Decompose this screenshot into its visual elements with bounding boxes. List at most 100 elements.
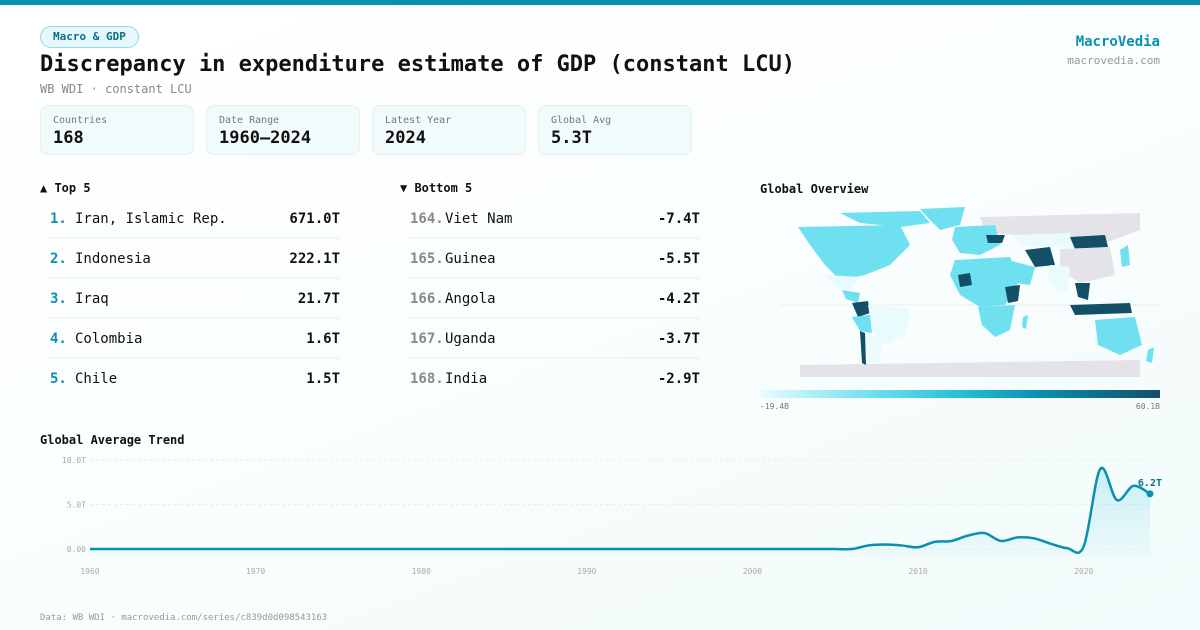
stat-label: Countries (53, 115, 108, 126)
region-ethiopia[interactable] (1005, 285, 1020, 303)
stat-label: Date Range (219, 115, 280, 126)
country-value: 222.1T (289, 251, 340, 267)
country-name: Indonesia (75, 251, 151, 267)
region-japan[interactable] (1120, 245, 1130, 267)
country-name: Viet Nam (445, 211, 513, 227)
bottom5-list: ▼ Bottom 5 164. Viet Nam -7.4T 165. Guin… (400, 181, 700, 399)
stat-value: 1960–2024 (219, 128, 312, 148)
region-madagascar[interactable] (1022, 315, 1028, 329)
region-central-asia[interactable] (1012, 233, 1075, 247)
brand: MacroVedia macrovedia.com (1067, 34, 1160, 67)
brand-name[interactable]: MacroVedia (1075, 34, 1160, 50)
world-map[interactable] (780, 205, 1160, 380)
trend-title: Global Average Trend (40, 433, 185, 447)
list-item[interactable]: 167. Uganda -3.7T (410, 319, 700, 359)
region-indonesia[interactable] (1070, 303, 1132, 315)
region-peru[interactable] (852, 315, 872, 333)
region-central-america[interactable] (842, 290, 860, 303)
stat-value: 5.3T (551, 128, 592, 148)
region-argentina[interactable] (864, 335, 884, 363)
list-item[interactable]: 164. Viet Nam -7.4T (410, 199, 700, 239)
country-name: Chile (75, 371, 118, 387)
page-title: Discrepancy in expenditure estimate of G… (40, 52, 795, 77)
x-tick-label: 1990 (577, 567, 596, 576)
country-value: -4.2T (657, 291, 700, 307)
brand-url[interactable]: macrovedia.com (1067, 54, 1160, 67)
list-item[interactable]: 2. Indonesia 222.1T (50, 239, 340, 279)
rank: 165. (410, 251, 444, 267)
country-name: Iraq (75, 291, 109, 307)
region-brazil[interactable] (868, 305, 910, 345)
list-item[interactable]: 5. Chile 1.5T (50, 359, 340, 399)
region-china[interactable] (1060, 247, 1115, 283)
region-antarctica[interactable] (800, 360, 1140, 377)
rank: 3. (50, 291, 67, 307)
x-tick-label: 1980 (412, 567, 431, 576)
map-legend-max: 60.1B (1135, 402, 1160, 411)
region-southeast-asia[interactable] (1075, 283, 1090, 300)
rank: 167. (410, 331, 444, 347)
trend-line (89, 466, 1151, 555)
stat-label: Global Avg (551, 115, 612, 126)
country-value: 21.7T (297, 291, 340, 307)
region-ukraine[interactable] (986, 235, 1005, 243)
rank: 5. (50, 371, 67, 387)
region-iran[interactable] (1025, 247, 1055, 267)
region-chile[interactable] (860, 331, 866, 365)
list-item[interactable]: 1. Iran, Islamic Rep. 671.0T (50, 199, 340, 239)
region-greenland[interactable] (920, 207, 965, 230)
bottom5-heading: ▼ Bottom 5 (400, 181, 473, 195)
country-name: Colombia (75, 331, 143, 347)
region-north-africa[interactable] (950, 257, 1020, 307)
country-value: 1.6T (306, 331, 340, 347)
region-canada-arctic[interactable] (840, 211, 930, 227)
x-tick-label: 1960 (80, 567, 99, 576)
top5-heading: ▲ Top 5 (40, 181, 91, 195)
rank: 166. (410, 291, 444, 307)
rank: 4. (50, 331, 67, 347)
country-value: -7.4T (657, 211, 700, 227)
region-new-zealand[interactable] (1146, 347, 1154, 363)
trend-area (90, 467, 1150, 557)
trend-chart: 0.00 5.0T 10.0T 1960 1970 1980 1990 2000 2010 20… (62, 456, 1162, 576)
y-tick-label: 10.0T (62, 456, 86, 465)
region-india[interactable] (1048, 265, 1070, 293)
country-name: India (445, 371, 488, 387)
stat-card-latest-year: Latest Year 2024 (372, 105, 526, 155)
country-value: -5.5T (657, 251, 700, 267)
trend-endpoint[interactable] (1146, 490, 1154, 498)
region-southern-africa[interactable] (978, 305, 1015, 337)
rank: 1. (50, 211, 67, 227)
region-west-africa-dark[interactable] (958, 273, 972, 287)
x-tick-label: 2020 (1074, 567, 1093, 576)
region-europe[interactable] (952, 225, 1000, 255)
region-mongolia[interactable] (1070, 235, 1108, 249)
stat-value: 2024 (385, 128, 426, 148)
region-mexico[interactable] (825, 275, 860, 290)
country-name: Iran, Islamic Rep. (75, 211, 227, 227)
stats-row: Countries 168 Date Range 1960–2024 Lates… (40, 105, 692, 155)
trend-end-label: 6.2T (1138, 478, 1162, 489)
list-item[interactable]: 4. Colombia 1.6T (50, 319, 340, 359)
region-australia[interactable] (1095, 317, 1142, 355)
region-north-america[interactable] (798, 225, 910, 280)
list-item[interactable]: 168. India -2.9T (410, 359, 700, 399)
x-tick-label: 2000 (743, 567, 762, 576)
stat-card-global-avg: Global Avg 5.3T (538, 105, 692, 155)
x-tick-label: 2010 (908, 567, 927, 576)
stat-card-countries: Countries 168 (40, 105, 194, 155)
stat-card-date-range: Date Range 1960–2024 (206, 105, 360, 155)
x-tick-label: 1970 (246, 567, 265, 576)
y-tick-label: 5.0T (67, 501, 86, 510)
list-item[interactable]: 3. Iraq 21.7T (50, 279, 340, 319)
region-arabia[interactable] (1008, 260, 1035, 285)
rank: 168. (410, 371, 444, 387)
region-colombia[interactable] (852, 301, 870, 317)
rank: 164. (410, 211, 444, 227)
country-name: Uganda (445, 331, 496, 347)
footer-source: Data: WB WDI · macrovedia.com/series/c83… (40, 613, 328, 623)
list-item[interactable]: 165. Guinea -5.5T (410, 239, 700, 279)
country-value: 1.5T (306, 371, 340, 387)
list-item[interactable]: 166. Angola -4.2T (410, 279, 700, 319)
category-badge[interactable]: Macro & GDP (40, 26, 139, 48)
